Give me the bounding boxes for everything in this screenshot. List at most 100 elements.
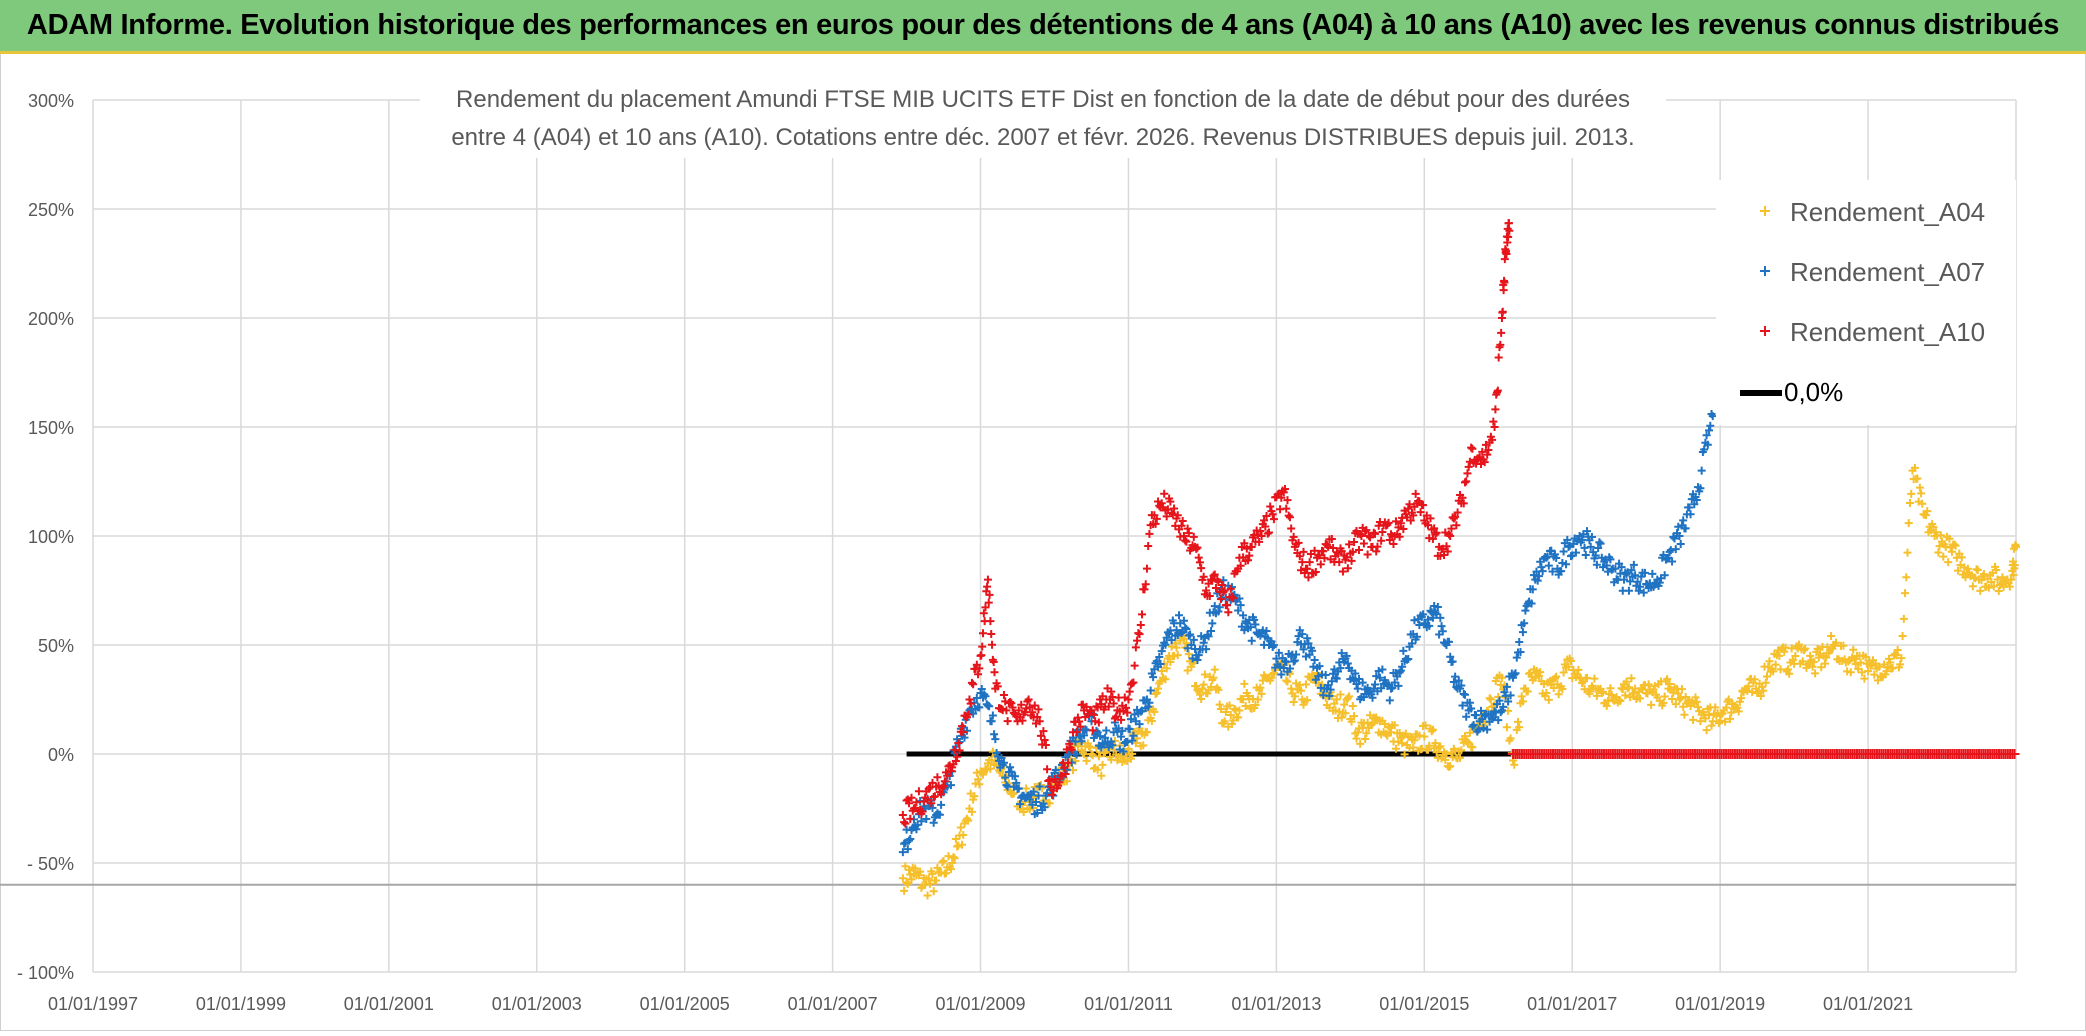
data-point: [1410, 736, 1419, 745]
data-point: [1993, 575, 2002, 584]
data-point: [1633, 577, 1642, 586]
data-point: [939, 857, 948, 866]
data-point: [1494, 692, 1503, 701]
x-tick-label: 01/01/2021: [1823, 994, 1913, 1014]
data-point: [1686, 510, 1695, 519]
data-point: [1147, 717, 1156, 726]
data-point: [1692, 496, 1701, 505]
data-point: [1700, 445, 1709, 454]
data-point: [1029, 787, 1038, 796]
data-point: [1184, 650, 1193, 659]
data-point: [1002, 781, 1011, 790]
data-point: [1689, 715, 1698, 724]
data-point: [1332, 674, 1341, 683]
data-point: [986, 617, 995, 626]
data-point: [1199, 638, 1208, 647]
data-point: [1181, 623, 1190, 632]
data-point: [946, 767, 955, 776]
series-Rendement_A10: [898, 219, 1514, 828]
data-point: [1477, 706, 1486, 715]
data-point: [1901, 589, 1910, 598]
data-point: [1536, 668, 1545, 677]
data-point: [1292, 650, 1301, 659]
data-point: [1357, 532, 1366, 540]
data-point: [1910, 463, 1919, 472]
data-point: [1374, 667, 1383, 676]
data-point: [1444, 530, 1453, 539]
data-point: [1142, 564, 1151, 573]
data-point: [1193, 543, 1202, 552]
y-tick-label: 50%: [38, 636, 74, 656]
data-point: [1663, 675, 1672, 684]
data-point: [1464, 462, 1473, 471]
data-point: [1112, 712, 1121, 721]
data-point: [1179, 616, 1188, 625]
data-point: [1182, 639, 1191, 648]
data-point: [1947, 547, 1956, 556]
data-point: [1542, 688, 1551, 697]
data-point: [1502, 249, 1511, 258]
data-point: [1129, 731, 1138, 740]
data-point: [1087, 706, 1096, 715]
data-point: [1737, 694, 1746, 703]
legend-marker: [1760, 326, 1770, 336]
data-point: [1039, 727, 1048, 736]
data-point: [1674, 689, 1683, 698]
data-point: [1195, 558, 1204, 567]
data-point: [1427, 727, 1436, 736]
data-point: [1371, 529, 1379, 538]
data-point: [1332, 695, 1341, 704]
x-tick-label: 01/01/2003: [492, 994, 582, 1014]
data-point: [982, 765, 991, 774]
data-point: [923, 891, 932, 900]
data-point: [1285, 664, 1294, 673]
data-point: [1489, 417, 1498, 426]
data-point: [1606, 555, 1615, 564]
data-point: [1599, 687, 1608, 696]
data-point: [987, 756, 996, 765]
data-point: [900, 818, 909, 827]
data-point: [925, 879, 934, 888]
data-point: [1200, 670, 1209, 679]
data-point: [1300, 568, 1309, 577]
data-point: [978, 642, 987, 651]
data-point: [1467, 443, 1476, 452]
data-point: [1412, 632, 1421, 641]
data-point: [1984, 583, 1993, 592]
data-point: [1844, 657, 1853, 666]
data-point: [1204, 632, 1213, 641]
data-point: [1744, 682, 1753, 691]
data-point: [1721, 717, 1730, 726]
data-point: [1860, 674, 1869, 683]
data-point: [1377, 536, 1386, 545]
data-point: [1444, 637, 1453, 646]
data-point: [1500, 688, 1509, 697]
data-point: [1892, 651, 1901, 660]
data-point: [1515, 723, 1524, 732]
data-point: [1362, 526, 1371, 535]
data-point: [1269, 515, 1278, 524]
data-point: [1488, 435, 1497, 444]
data-point: [1631, 571, 1640, 580]
data-point: [1358, 678, 1367, 687]
data-point: [983, 575, 992, 584]
data-point: [1465, 698, 1474, 707]
data-point: [1626, 577, 1635, 586]
data-point: [1181, 536, 1190, 545]
data-point: [1151, 690, 1160, 699]
data-point: [1851, 660, 1860, 669]
data-point: [1617, 563, 1626, 572]
data-point: [1788, 656, 1797, 665]
data-point: [1088, 751, 1097, 760]
data-point: [1769, 667, 1778, 676]
data-point: [1564, 662, 1573, 671]
chart-area: 300% 250% 200% 150% 100% 50% 0% - 50% - 100% 01/…: [0, 54, 2086, 1031]
data-point: [1035, 782, 1044, 791]
data-point: [1394, 737, 1403, 746]
data-point: [1261, 522, 1270, 531]
data-point: [1072, 728, 1081, 737]
data-point: [1857, 668, 1866, 677]
data-point: [1424, 521, 1433, 530]
data-point: [1616, 697, 1625, 706]
data-point: [1428, 534, 1437, 543]
